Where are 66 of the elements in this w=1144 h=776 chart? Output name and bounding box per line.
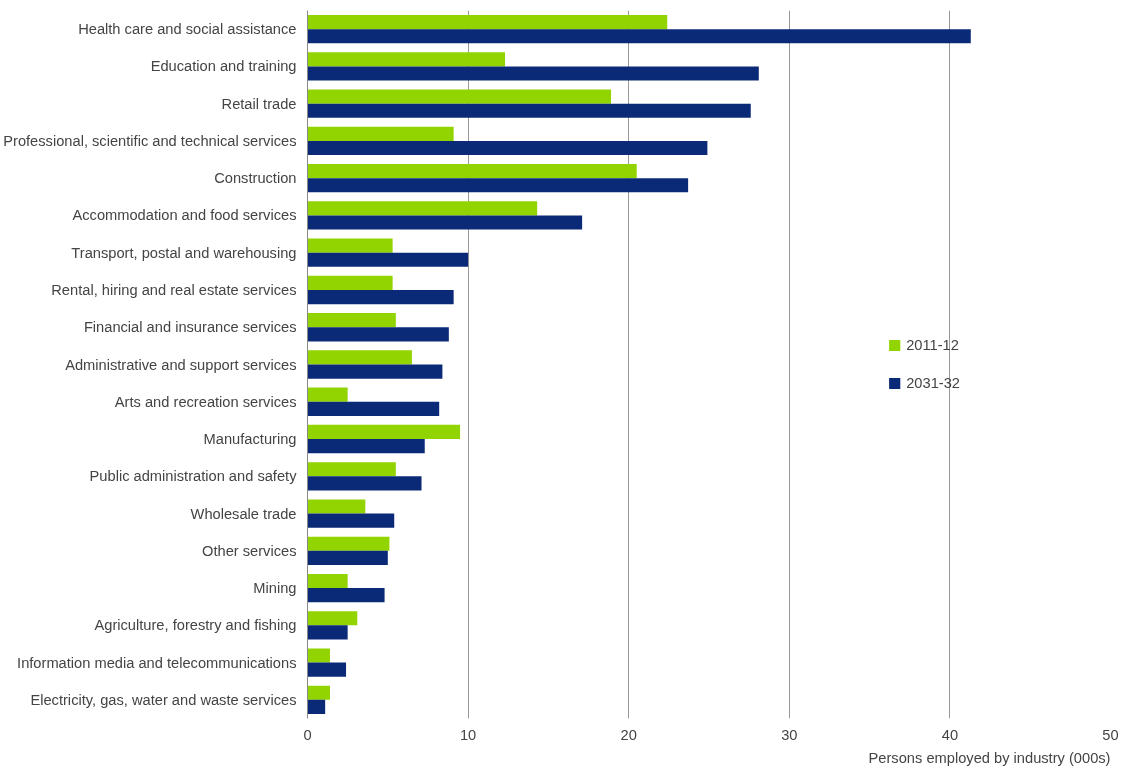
x-tick-label: 10: [459, 726, 477, 743]
bar: [307, 126, 454, 141]
y-tick-label: Other services: [202, 542, 297, 559]
bar: [307, 164, 637, 179]
bar: [307, 648, 330, 663]
y-tick-label: Rental, hiring and real estate services: [51, 281, 297, 298]
bar: [307, 588, 385, 603]
y-tick-label: Retail trade: [221, 95, 297, 112]
y-tick-label: Wholesale trade: [190, 505, 297, 522]
y-tick-label: Information media and telecommunications: [17, 654, 297, 671]
bar: [307, 66, 759, 81]
bar: [307, 29, 971, 44]
y-tick-label: Financial and insurance services: [83, 319, 297, 336]
bar: [307, 178, 689, 193]
bar: [307, 140, 708, 156]
bar: [307, 625, 348, 640]
x-tick-label: 40: [941, 726, 959, 743]
bar: [307, 476, 422, 491]
bar: [307, 424, 461, 440]
bar: [307, 550, 388, 565]
bar: [307, 215, 583, 230]
x-tick-label: 0: [303, 726, 312, 743]
y-tick-label: Arts and recreation services: [114, 393, 297, 410]
y-tick-label: Electricity, gas, water and waste services: [30, 691, 297, 708]
bar: [307, 89, 612, 104]
bar: [307, 462, 396, 477]
x-tick-label: 30: [781, 726, 798, 743]
y-tick-label: Education and training: [150, 58, 297, 75]
bar: [307, 699, 326, 715]
bar: [307, 401, 440, 416]
bar: [307, 387, 348, 402]
bar: [307, 238, 393, 253]
y-tick-label: Accommodation and food services: [72, 207, 297, 224]
bar: [307, 201, 538, 216]
y-tick-label: Agriculture, forestry and fishing: [94, 617, 297, 634]
y-tick-label: Transport, postal and warehousing: [71, 244, 297, 261]
bar: [307, 662, 347, 677]
bar: [307, 611, 358, 626]
bar: [307, 364, 443, 379]
legend-label: 2031-32: [906, 375, 960, 391]
bar: [307, 52, 506, 67]
bar: [307, 513, 395, 528]
bar: [307, 14, 668, 30]
y-tick-label: Professional, scientific and technical services: [3, 132, 297, 149]
bar: [307, 439, 425, 454]
y-tick-label: Construction: [214, 170, 297, 187]
bar: [307, 573, 348, 589]
bar: [307, 327, 449, 342]
x-axis-title: Persons employed by industry (000s): [868, 749, 1111, 766]
bar: [307, 275, 393, 290]
x-tick-label: 20: [620, 726, 637, 743]
x-tick-label: 50: [1102, 726, 1119, 743]
y-tick-label: Manufacturing: [203, 431, 297, 448]
bar: [307, 252, 469, 267]
bar: [307, 103, 751, 118]
bar: [307, 536, 390, 551]
bar: [307, 685, 330, 700]
bar: [307, 499, 366, 514]
bar: [307, 350, 412, 365]
y-tick-label: Public administration and safety: [89, 468, 298, 485]
bar: [307, 313, 396, 328]
y-tick-label: Health care and social assistance: [78, 21, 297, 38]
bar: [307, 289, 454, 305]
y-tick-label: Mining: [253, 580, 297, 597]
legend-label: 2011-12: [906, 337, 959, 353]
y-tick-label: Administrative and support services: [65, 356, 297, 373]
